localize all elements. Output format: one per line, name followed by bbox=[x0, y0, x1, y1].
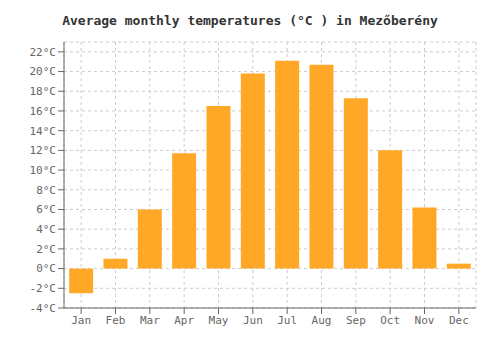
svg-text:18°C: 18°C bbox=[30, 85, 57, 98]
svg-text:10°C: 10°C bbox=[30, 164, 57, 177]
svg-text:Jul: Jul bbox=[277, 314, 297, 327]
svg-text:16°C: 16°C bbox=[30, 105, 57, 118]
svg-text:0°C: 0°C bbox=[36, 262, 56, 275]
svg-text:6°C: 6°C bbox=[36, 203, 56, 216]
svg-text:12°C: 12°C bbox=[30, 144, 57, 157]
svg-text:-4°C: -4°C bbox=[30, 302, 57, 315]
svg-text:Mar: Mar bbox=[140, 314, 160, 327]
svg-text:Oct: Oct bbox=[380, 314, 400, 327]
svg-text:May: May bbox=[209, 314, 229, 327]
svg-text:2°C: 2°C bbox=[36, 243, 56, 256]
svg-text:Jan: Jan bbox=[71, 314, 91, 327]
svg-text:Sep: Sep bbox=[346, 314, 366, 327]
svg-text:Aug: Aug bbox=[312, 314, 332, 327]
svg-text:Nov: Nov bbox=[415, 314, 435, 327]
svg-text:4°C: 4°C bbox=[36, 223, 56, 236]
svg-text:Dec: Dec bbox=[449, 314, 469, 327]
svg-text:22°C: 22°C bbox=[30, 46, 57, 59]
svg-text:14°C: 14°C bbox=[30, 125, 57, 138]
svg-text:20°C: 20°C bbox=[30, 65, 57, 78]
html-text:Average monthly temperatures (: Average monthly temperatures (°C ) in Me… bbox=[62, 13, 438, 28]
svg-text:Apr: Apr bbox=[174, 314, 194, 327]
svg-text:8°C: 8°C bbox=[36, 184, 56, 197]
svg-text:Jun: Jun bbox=[243, 314, 263, 327]
svg-text:Feb: Feb bbox=[106, 314, 126, 327]
svg-text:-2°C: -2°C bbox=[30, 282, 57, 295]
